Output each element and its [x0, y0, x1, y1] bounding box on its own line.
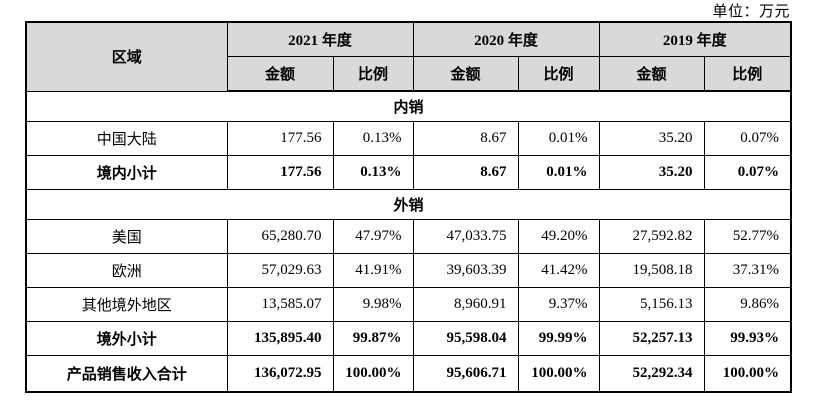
amount-cell-2020: 95,606.71: [412, 355, 519, 393]
region-cell: 境内小计: [25, 155, 228, 190]
ratio-cell-2021: 99.87%: [332, 321, 414, 356]
table-row-europe: 欧洲 57,029.63 41.91% 39,603.39 41.42% 19,…: [25, 253, 792, 288]
section-row-export: 外销: [25, 189, 792, 220]
year-header-2020: 2020 年度: [412, 21, 600, 57]
ratio-cell-2019: 0.07%: [703, 155, 792, 190]
section-label: 内销: [25, 90, 792, 122]
amount-cell-2020: 8,960.91: [412, 287, 519, 322]
amount-header-2019: 金额: [598, 56, 705, 92]
ratio-cell-2020: 49.20%: [517, 219, 600, 254]
table-row-grand-total: 产品销售收入合计 136,072.95 100.00% 95,606.71 10…: [25, 355, 792, 393]
ratio-cell-2021: 0.13%: [332, 155, 414, 190]
ratio-header-2020: 比例: [517, 56, 600, 92]
ratio-cell-2020: 99.99%: [517, 321, 600, 356]
region-cell: 欧洲: [25, 253, 228, 288]
ratio-cell-2019: 99.93%: [703, 321, 792, 356]
year-header-2019: 2019 年度: [598, 21, 792, 57]
ratio-cell-2020: 0.01%: [517, 155, 600, 190]
amount-cell-2019: 27,592.82: [598, 219, 705, 254]
amount-cell-2019: 52,257.13: [598, 321, 705, 356]
ratio-cell-2020: 9.37%: [517, 287, 600, 322]
table-row-usa: 美国 65,280.70 47.97% 47,033.75 49.20% 27,…: [25, 219, 792, 254]
section-label: 外销: [25, 189, 792, 220]
ratio-cell-2021: 0.13%: [332, 121, 414, 156]
amount-cell-2021: 136,072.95: [226, 355, 334, 393]
ratio-cell-2019: 0.07%: [703, 121, 792, 156]
ratio-cell-2019: 9.86%: [703, 287, 792, 322]
amount-header-2020: 金额: [412, 56, 519, 92]
amount-cell-2020: 95,598.04: [412, 321, 519, 356]
header-row-subheaders: 金额 比例 金额 比例 金额 比例: [26, 56, 792, 92]
region-cell: 其他境外地区: [25, 287, 228, 322]
amount-cell-2020: 39,603.39: [412, 253, 519, 288]
region-cell: 产品销售收入合计: [25, 355, 228, 393]
amount-cell-2020: 47,033.75: [412, 219, 519, 254]
amount-cell-2019: 5,156.13: [598, 287, 705, 322]
amount-cell-2021: 13,585.07: [226, 287, 334, 322]
ratio-cell-2021: 47.97%: [332, 219, 414, 254]
amount-cell-2019: 35.20: [598, 121, 705, 156]
ratio-cell-2020: 41.42%: [517, 253, 600, 288]
amount-cell-2021: 135,895.40: [226, 321, 334, 356]
ratio-cell-2019: 100.00%: [703, 355, 792, 393]
table-row-china-mainland: 中国大陆 177.56 0.13% 8.67 0.01% 35.20 0.07%: [25, 121, 792, 156]
region-column-header: 区域: [25, 21, 228, 92]
ratio-cell-2019: 52.77%: [703, 219, 792, 254]
ratio-header-2019: 比例: [703, 56, 792, 92]
amount-cell-2020: 8.67: [412, 121, 519, 156]
section-row-domestic: 内销: [25, 90, 792, 122]
ratio-cell-2019: 37.31%: [703, 253, 792, 288]
amount-header-2021: 金额: [226, 56, 334, 92]
amount-cell-2021: 177.56: [226, 121, 334, 156]
ratio-cell-2021: 100.00%: [332, 355, 414, 393]
amount-cell-2019: 19,508.18: [598, 253, 705, 288]
amount-cell-2020: 8.67: [412, 155, 519, 190]
amount-cell-2019: 35.20: [598, 155, 705, 190]
ratio-cell-2021: 41.91%: [332, 253, 414, 288]
region-cell: 中国大陆: [25, 121, 228, 156]
amount-cell-2021: 57,029.63: [226, 253, 334, 288]
header-row-years: 区域 2021 年度 2020 年度 2019 年度: [25, 21, 792, 92]
unit-label: 单位：万元: [712, 4, 790, 20]
table-row-other-overseas: 其他境外地区 13,585.07 9.98% 8,960.91 9.37% 5,…: [25, 287, 792, 322]
ratio-cell-2021: 9.98%: [332, 287, 414, 322]
region-cell: 境外小计: [25, 321, 228, 356]
amount-cell-2019: 52,292.34: [598, 355, 705, 393]
amount-cell-2021: 65,280.70: [226, 219, 334, 254]
table-row-domestic-subtotal: 境内小计 177.56 0.13% 8.67 0.01% 35.20 0.07%: [25, 155, 792, 190]
ratio-cell-2020: 0.01%: [517, 121, 600, 156]
table-row-export-subtotal: 境外小计 135,895.40 99.87% 95,598.04 99.99% …: [25, 321, 792, 356]
amount-cell-2021: 177.56: [226, 155, 334, 190]
ratio-cell-2020: 100.00%: [517, 355, 600, 393]
region-cell: 美国: [25, 219, 228, 254]
ratio-header-2021: 比例: [332, 56, 414, 92]
sales-revenue-by-region-table: 区域 2021 年度 2020 年度 2019 年度 金额 比例 金额 比例 金…: [25, 21, 793, 393]
year-header-2021: 2021 年度: [226, 21, 414, 57]
